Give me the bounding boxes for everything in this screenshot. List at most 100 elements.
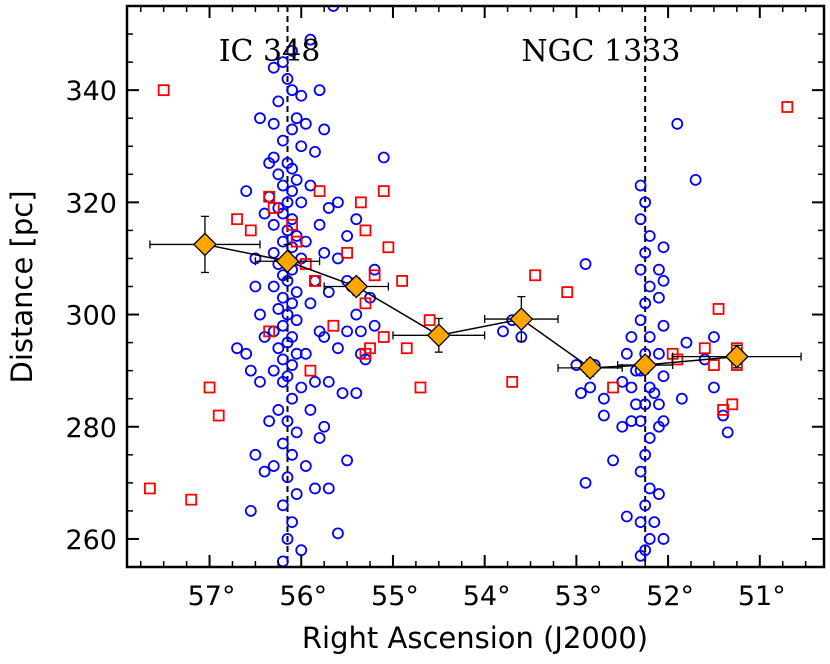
circle-point	[263, 190, 276, 203]
circle-point	[657, 533, 670, 545]
circle-point	[267, 364, 280, 377]
circle-point	[272, 168, 285, 181]
circle-point	[281, 415, 294, 428]
mean-diamond	[426, 323, 451, 348]
circle-point	[630, 398, 642, 411]
circle-point	[648, 387, 661, 399]
square-point	[290, 235, 303, 248]
circle-point	[267, 117, 280, 130]
circle-point	[639, 196, 652, 209]
circle-point	[295, 140, 308, 153]
circle-point	[648, 516, 661, 529]
circle-point	[244, 504, 257, 517]
circle-point	[680, 336, 693, 349]
square-point	[359, 224, 372, 237]
cluster-label: IC 348	[219, 34, 321, 69]
circle-point	[653, 488, 665, 500]
circle-point	[304, 404, 317, 416]
circle-point	[597, 409, 610, 422]
square-point	[157, 84, 170, 97]
square-point	[712, 303, 725, 315]
square-point	[299, 258, 312, 270]
square-point	[309, 274, 321, 287]
circle-point	[286, 448, 298, 461]
x-tick-label: 57°	[188, 581, 236, 612]
square-point	[267, 202, 280, 214]
mean-diamond	[509, 307, 534, 331]
circle-point	[643, 280, 656, 293]
mean-diamond	[275, 249, 300, 274]
circle-point	[313, 218, 326, 231]
circle-point	[721, 426, 734, 439]
circle-point	[286, 44, 298, 57]
circle-point	[657, 370, 670, 383]
circle-point	[254, 375, 266, 388]
square-point	[607, 381, 619, 394]
circle-point	[634, 179, 647, 192]
circle-point	[350, 213, 363, 226]
circle-point	[267, 218, 280, 231]
circle-point	[267, 460, 280, 472]
circle-point	[277, 179, 289, 192]
circle-point	[318, 420, 331, 433]
circle-point	[277, 375, 289, 388]
x-tick-label: 55°	[371, 581, 419, 612]
circle-point	[267, 246, 280, 259]
circle-point	[263, 157, 276, 169]
circle-point	[653, 291, 665, 304]
mean-diamond	[344, 274, 369, 299]
y-tick-label: 280	[65, 413, 117, 444]
circle-point	[281, 196, 294, 209]
y-tick-label: 340	[65, 76, 117, 107]
circle-point	[244, 364, 257, 377]
x-axis-label: Right Ascension (J2000)	[302, 621, 648, 655]
circle-point	[336, 387, 349, 399]
square-point	[144, 482, 156, 495]
circle-point	[304, 33, 317, 46]
square-point	[781, 101, 794, 113]
square-point	[263, 325, 276, 338]
circle-point	[281, 533, 294, 545]
circle-point	[249, 448, 262, 461]
square-point	[327, 319, 340, 332]
circle-point	[341, 454, 354, 467]
x-tick-label: 53°	[554, 581, 602, 612]
circle-point	[290, 174, 303, 186]
circle-point	[290, 314, 303, 327]
circle-point	[309, 274, 321, 287]
circle-point	[607, 454, 619, 467]
circle-point	[634, 213, 647, 226]
circle-point	[267, 61, 280, 74]
circle-point	[277, 353, 289, 366]
circle-point	[272, 95, 285, 108]
circle-point	[313, 432, 326, 444]
square-point	[529, 269, 542, 282]
circle-point	[272, 303, 285, 315]
circle-point	[286, 297, 298, 310]
square-point	[382, 241, 395, 254]
circle-point	[309, 145, 321, 158]
x-tick-label: 52°	[646, 581, 694, 612]
circle-point	[309, 375, 321, 388]
circle-point	[350, 387, 363, 399]
square-point	[561, 286, 574, 299]
circle-point	[281, 308, 294, 321]
square-point	[400, 342, 413, 355]
circle-point	[625, 415, 638, 428]
mean-diamond	[633, 353, 658, 377]
square-point	[698, 342, 711, 355]
circle-point	[277, 319, 289, 332]
circle-point	[368, 319, 381, 332]
circle-point	[653, 347, 665, 360]
circle-point	[277, 235, 289, 248]
square-point	[341, 246, 354, 259]
square-point	[359, 347, 372, 360]
square-point	[231, 213, 243, 226]
circle-point	[327, 6, 340, 12]
circle-point	[313, 84, 326, 97]
circle-point	[620, 510, 633, 523]
circle-point	[277, 291, 289, 304]
circle-point	[322, 482, 335, 495]
square-point	[354, 196, 367, 209]
circle-point	[625, 331, 638, 343]
